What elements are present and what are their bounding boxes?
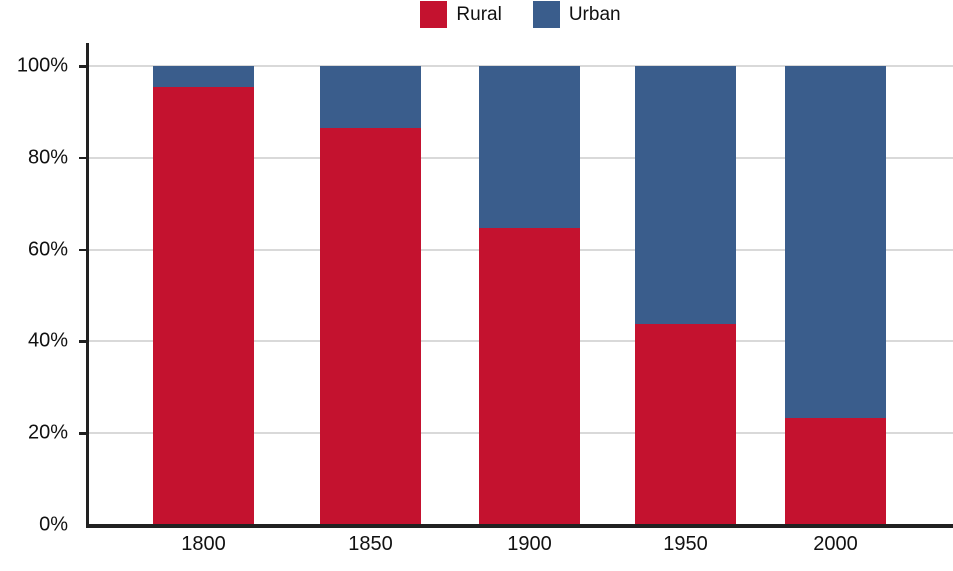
y-axis-label-20: 20% [27,421,68,444]
bar-1850 [320,66,421,525]
legend-item-rural: Rural [420,1,502,28]
plot-area [88,65,953,525]
y-tick-100 [79,65,88,68]
y-axis-label-40: 40% [27,329,68,352]
legend-item-urban: Urban [532,1,621,28]
urban-color-swatch [532,1,560,28]
bar-1800 [153,66,254,525]
y-tick-20 [79,432,88,435]
y-axis-label-100: 100% [16,54,68,77]
bar-2000-rural-segment [785,418,886,525]
bar-1900 [479,66,580,525]
rural-color-swatch [420,1,448,28]
x-axis-label-1900: 1900 [507,533,552,555]
x-axis-label-1800: 1800 [181,533,226,555]
bar-1800-rural-segment [153,86,254,525]
x-axis-label-2000: 2000 [813,533,858,555]
y-tick-80 [79,156,88,160]
bar-1900-urban-segment [479,66,580,228]
bar-1900-rural-segment [479,227,580,525]
y-tick-40 [79,340,88,343]
bar-1850-urban-segment [320,66,421,128]
chart-legend: Rural Urban [88,1,953,28]
x-axis-label-1850: 1850 [348,533,393,555]
y-tick-60 [79,248,88,252]
bar-2000 [785,66,886,525]
bar-1950 [635,66,736,525]
bar-1850-rural-segment [320,127,421,525]
bar-1950-urban-segment [635,66,736,324]
legend-label-rural: Rural [456,4,502,25]
y-axis-label-0: 0% [39,513,68,536]
x-axis-label-1950: 1950 [663,533,708,555]
legend-label-urban: Urban [568,4,621,25]
bar-2000-urban-segment [785,66,886,419]
bar-1800-urban-segment [153,66,254,87]
y-axis-label-80: 80% [27,146,68,169]
y-axis-label-60: 60% [27,238,68,261]
x-axis-line [86,524,953,528]
bar-1950-rural-segment [635,323,736,525]
gridline-100 [88,65,953,67]
y-axis-line [86,43,89,527]
